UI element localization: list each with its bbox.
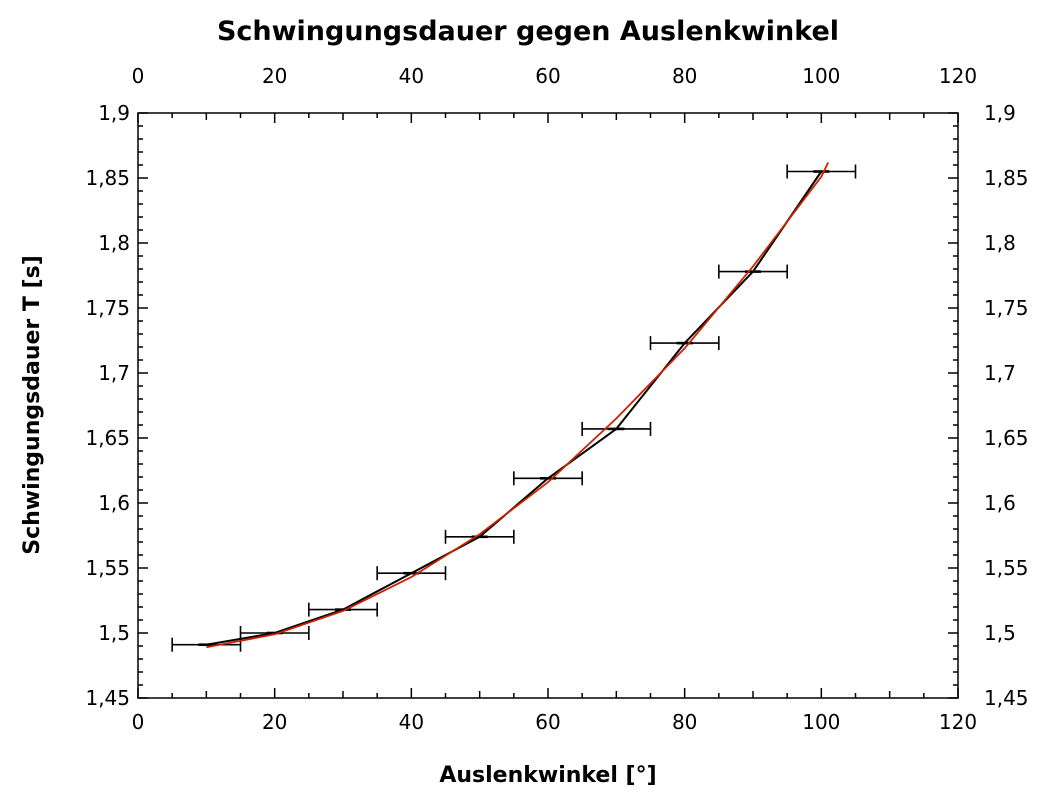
y-tick-label-left: 1,75 (85, 296, 130, 320)
fit-series (206, 162, 830, 649)
x-tick-label-bottom: 100 (802, 710, 840, 734)
series-layer (171, 162, 857, 652)
y-tick-label-left: 1,55 (85, 556, 130, 580)
x-tick-label-top: 120 (939, 64, 977, 88)
x-tick-label-top: 20 (262, 64, 287, 88)
x-tick-label-top: 80 (672, 64, 697, 88)
x-tick-label-top: 100 (802, 64, 840, 88)
x-tick-label-top: 60 (535, 64, 560, 88)
x-tick-label-bottom: 60 (535, 710, 560, 734)
y-tick-label-right: 1,45 (984, 686, 1029, 710)
x-tick-label-bottom: 120 (939, 710, 977, 734)
x-tick-label-bottom: 40 (399, 710, 424, 734)
y-axis-label: Schwingungsdauer T [s] (20, 255, 45, 555)
y-tick-label-left: 1,6 (98, 491, 130, 515)
data-line (206, 170, 823, 646)
y-tick-label-left: 1,9 (98, 101, 130, 125)
y-tick-label-left: 1,5 (98, 621, 130, 645)
y-tick-label-right: 1,75 (984, 296, 1029, 320)
y-tick-label-right: 1,65 (984, 426, 1029, 450)
measured-series (171, 164, 857, 652)
x-tick-label-bottom: 0 (132, 710, 145, 734)
y-tick-label-right: 1,5 (984, 621, 1016, 645)
y-tick-label-left: 1,7 (98, 361, 130, 385)
y-tick-label-right: 1,8 (984, 231, 1016, 255)
y-tick-label-right: 1,85 (984, 166, 1029, 190)
data-point (813, 170, 830, 173)
chart-title: Schwingungsdauer gegen Auslenkwinkel (217, 16, 839, 47)
fit-line (206, 162, 830, 649)
plot-frame (137, 112, 959, 699)
y-tick-label-right: 1,6 (984, 491, 1016, 515)
y-tick-label-right: 1,55 (984, 556, 1029, 580)
y-tick-label-left: 1,65 (85, 426, 130, 450)
x-tick-label-bottom: 80 (672, 710, 697, 734)
y-tick-label-right: 1,7 (984, 361, 1016, 385)
axis-ticks: 0 0 20 20 40 40 60 60 80 80 100 100 120 120 1,45 1,45 1,… (85, 64, 1028, 734)
y-tick-label-left: 1,8 (98, 231, 130, 255)
y-tick-label-left: 1,85 (85, 166, 130, 190)
x-tick-label-top: 0 (132, 64, 145, 88)
x-tick-label-bottom: 20 (262, 710, 287, 734)
x-tick-label-top: 40 (399, 64, 424, 88)
x-axis-label: Auslenkwinkel [°] (439, 763, 656, 788)
y-tick-label-left: 1,45 (85, 686, 130, 710)
y-tick-label-right: 1,9 (984, 101, 1016, 125)
